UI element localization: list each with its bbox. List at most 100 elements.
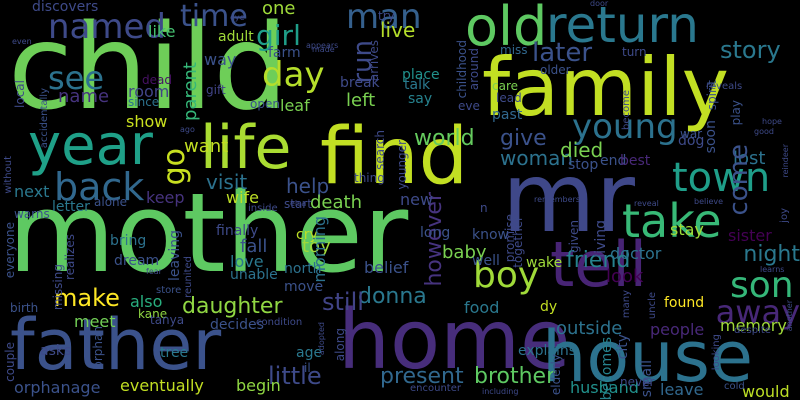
word-also: also	[130, 292, 163, 311]
word-decides: decides	[210, 317, 264, 333]
word-adult: adult	[218, 29, 254, 45]
word-lead: lead	[496, 91, 522, 105]
word-looking: looking	[711, 334, 722, 371]
word-long: long	[420, 225, 451, 241]
word-bring: bring	[110, 233, 147, 249]
word-husband: husband	[570, 378, 639, 397]
word-turn: turn	[622, 45, 647, 59]
word-man: man	[346, 0, 422, 37]
word-alone: alone	[94, 195, 128, 209]
word-stay: stay	[670, 220, 704, 239]
word-another: another	[785, 300, 794, 332]
word-place: place	[402, 67, 440, 83]
word-gift: gift	[206, 83, 226, 97]
word-mr: mr	[502, 142, 635, 254]
word-old: old	[465, 0, 548, 58]
word-made: made	[312, 45, 335, 54]
word-end: end	[600, 153, 627, 169]
word-dy: dy	[540, 299, 558, 315]
word-house: house	[542, 316, 754, 398]
word-well: well	[472, 253, 500, 269]
word-parent: parent	[180, 62, 201, 122]
word-meet: meet	[74, 312, 116, 331]
word-talk: talk	[404, 77, 431, 93]
word-orphanage: orphanage	[14, 378, 101, 397]
word-make: make	[54, 284, 120, 312]
word-home: home	[338, 293, 571, 388]
word-learns: learns	[760, 265, 785, 274]
word-start: start	[284, 197, 312, 211]
word-visit: visit	[206, 170, 248, 194]
word-young: young	[572, 107, 678, 147]
word-cry: cry	[296, 227, 318, 243]
word-night: night	[743, 242, 800, 267]
word-left: left	[346, 90, 376, 111]
word-uncle: uncle	[647, 292, 658, 320]
word-arrives: arrives	[367, 40, 381, 82]
word-along: along	[333, 328, 347, 362]
word-found: found	[664, 295, 705, 311]
word-dog: dog	[678, 133, 705, 149]
word-care: care	[492, 79, 519, 93]
word-live: live	[380, 18, 416, 42]
word-eventually: eventually	[120, 376, 204, 395]
word-day: day	[262, 55, 325, 95]
word-inside: inside	[248, 203, 278, 214]
word-room: room	[128, 82, 170, 101]
word-explains: explains	[518, 343, 577, 359]
word-doctor: doctor	[610, 244, 662, 263]
word-appears: appears	[306, 41, 339, 50]
word-soon: soon	[703, 120, 719, 154]
word-younger: younger	[395, 140, 409, 190]
word-died: died	[560, 138, 604, 162]
word-tanya: tanya	[150, 313, 185, 327]
word-since: since	[128, 95, 160, 109]
word-named: named	[48, 7, 167, 47]
word-morning: morning	[310, 216, 329, 283]
word-together: together	[511, 216, 525, 268]
word-past: past	[492, 107, 523, 123]
word-woman: woman	[500, 146, 574, 170]
word-leaf: leaf	[280, 96, 310, 115]
word-begin: begin	[236, 376, 281, 395]
word-baby: baby	[442, 242, 487, 263]
word-know: know	[472, 227, 509, 243]
word-stop: stop	[568, 157, 599, 173]
word-world: world	[414, 126, 475, 151]
word-mother: mother	[8, 169, 409, 297]
word-child: child	[8, 0, 289, 136]
word-outside: outside	[556, 318, 623, 339]
word-see: see	[48, 59, 105, 97]
word-take: take	[622, 194, 722, 248]
word-return: return	[546, 0, 699, 54]
word-believe: believe	[694, 197, 724, 206]
word-fear: fear	[146, 267, 162, 276]
word-n: n	[480, 201, 488, 215]
word-despite: despite	[734, 325, 771, 336]
word-find: find	[320, 112, 469, 202]
word-still: still	[322, 288, 364, 316]
word-later: later	[532, 38, 593, 68]
word-break: break	[340, 75, 380, 91]
word-joy: joy	[779, 208, 790, 223]
word-look: look	[606, 266, 644, 287]
word-even: even	[12, 37, 32, 46]
word-say: say	[408, 91, 433, 107]
word-realizes: realizes	[63, 234, 77, 281]
word-father: father	[10, 304, 222, 386]
word-discovers: discovers	[32, 0, 99, 15]
word-little: little	[268, 362, 322, 390]
word-play: play	[729, 100, 743, 126]
word-adopted: adopted	[317, 322, 326, 356]
word-donna: donna	[358, 284, 427, 309]
word-come: come	[724, 144, 754, 216]
word-tree: tree	[160, 345, 189, 361]
word-unable: unable	[230, 267, 278, 283]
word-reveals: reveals	[706, 81, 743, 92]
word-name: name	[58, 86, 110, 107]
word-dream: dream	[114, 253, 160, 269]
word-tell: tell	[550, 228, 647, 301]
word-war: war	[680, 127, 703, 141]
word-family: family	[482, 41, 729, 134]
